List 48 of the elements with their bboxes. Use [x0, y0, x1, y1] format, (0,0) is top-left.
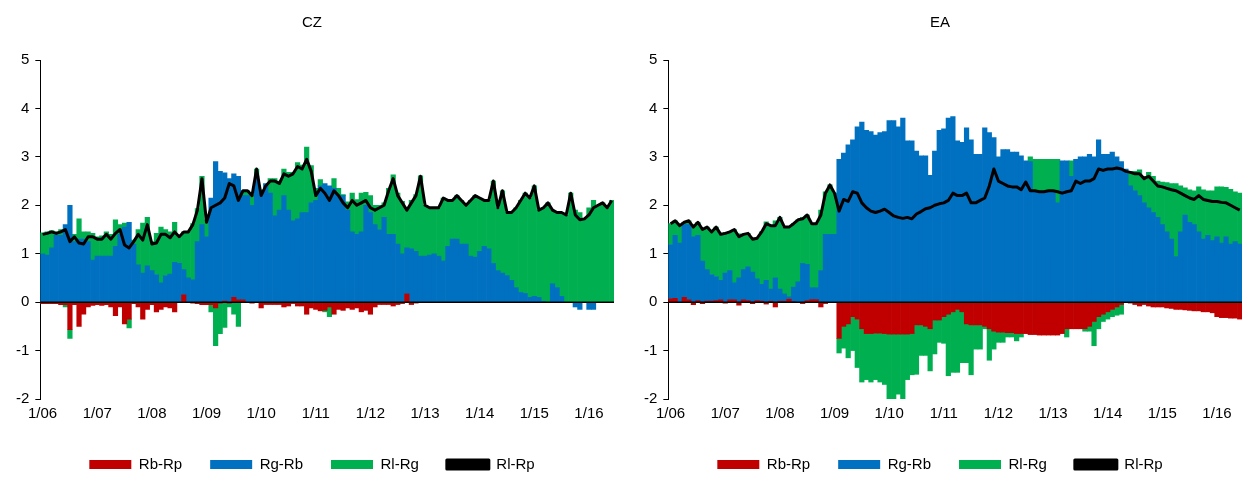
y-tick-label: -2 — [643, 389, 658, 407]
x-tick-label: 1/15 — [519, 404, 549, 422]
x-tick-label: 1/11 — [929, 404, 958, 422]
x-tick-label: 1/14 — [465, 404, 495, 422]
chart-title: CZ — [302, 13, 322, 31]
y-tick-label: 5 — [20, 50, 30, 68]
y-tick-label: 1 — [20, 243, 30, 261]
x-tick-label: 1/16 — [1202, 404, 1232, 422]
x-tick-label: 1/13 — [1038, 404, 1068, 422]
y-tick-label: 4 — [20, 98, 30, 116]
x-tick-label: 1/09 — [819, 404, 850, 422]
y-tick-label: 1 — [648, 243, 658, 261]
x-tick-label: 1/12 — [983, 404, 1014, 422]
y-tick-label: 4 — [648, 98, 658, 116]
chart-title: EA — [929, 13, 951, 31]
x-tick-label: 1/08 — [765, 404, 795, 422]
y-tick-label: 2 — [20, 195, 30, 213]
legend-label: Rl-Rg — [1008, 454, 1047, 472]
x-tick-label: 1/07 — [710, 404, 740, 422]
legend-label: Rb-Rp — [766, 454, 811, 472]
x-tick-label: 1/13 — [410, 404, 440, 422]
y-tick-label: -2 — [15, 389, 30, 407]
y-tick-label: 0 — [648, 292, 658, 310]
legend-label: Rg-Rb — [259, 454, 304, 472]
y-tick-label: 5 — [648, 50, 658, 68]
legend-label: Rl-Rp — [496, 454, 535, 472]
x-tick-label: 1/07 — [82, 404, 112, 422]
legend-label: Rl-Rg — [380, 454, 419, 472]
y-tick-label: 3 — [648, 147, 658, 164]
x-tick-label: 1/06 — [28, 404, 58, 422]
y-tick-label: -1 — [643, 340, 658, 358]
legend-label: Rb-Rp — [138, 454, 183, 472]
x-tick-label: 1/06 — [656, 404, 686, 422]
x-tick-label: 1/08 — [137, 404, 167, 422]
y-tick-label: 3 — [20, 147, 30, 164]
x-tick-label: 1/14 — [1093, 404, 1123, 422]
x-tick-label: 1/11 — [301, 404, 330, 422]
y-tick-label: 2 — [648, 195, 658, 213]
legend-label: Rg-Rb — [887, 454, 932, 472]
x-tick-label: 1/10 — [246, 404, 276, 422]
x-tick-label: 1/10 — [874, 404, 904, 422]
x-tick-label: 1/12 — [355, 404, 386, 422]
x-tick-label: 1/15 — [1147, 404, 1177, 422]
legend-label: Rl-Rp — [1124, 454, 1163, 472]
x-tick-label: 1/09 — [191, 404, 222, 422]
y-tick-label: 0 — [20, 292, 30, 310]
x-tick-label: 1/16 — [574, 404, 604, 422]
y-tick-label: -1 — [15, 340, 30, 358]
